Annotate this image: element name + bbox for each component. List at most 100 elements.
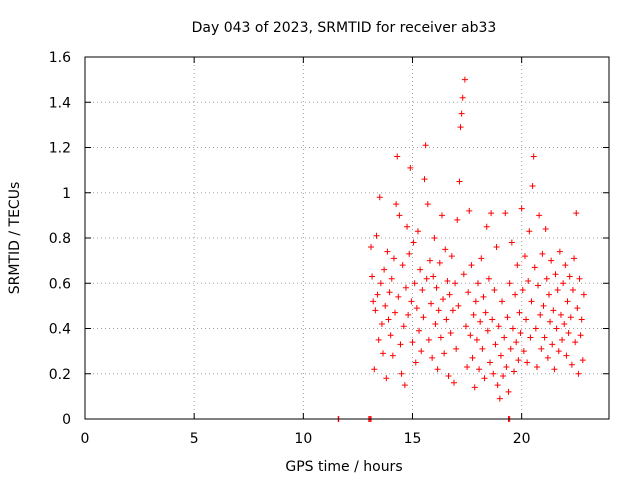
data-point bbox=[378, 320, 385, 327]
data-point bbox=[518, 205, 525, 212]
data-point bbox=[386, 289, 393, 296]
data-point bbox=[567, 314, 574, 321]
chart-title: Day 043 of 2023, SRMTID for receiver ab3… bbox=[192, 20, 497, 36]
data-point bbox=[387, 332, 394, 339]
data-point bbox=[433, 284, 440, 291]
data-point bbox=[556, 248, 563, 255]
data-point bbox=[435, 307, 442, 314]
data-point bbox=[541, 334, 548, 341]
data-point bbox=[414, 228, 421, 235]
data-point bbox=[461, 76, 468, 83]
data-point bbox=[484, 327, 491, 334]
data-point bbox=[429, 354, 436, 361]
data-point bbox=[408, 298, 415, 305]
data-point bbox=[481, 375, 488, 382]
data-point bbox=[520, 348, 527, 355]
data-point bbox=[380, 350, 387, 357]
data-point bbox=[552, 271, 559, 278]
data-point bbox=[457, 124, 464, 131]
data-point bbox=[554, 287, 561, 294]
data-point bbox=[490, 370, 497, 377]
data-point bbox=[477, 318, 484, 325]
data-point bbox=[383, 375, 390, 382]
data-point bbox=[456, 178, 463, 185]
data-point bbox=[443, 316, 450, 323]
data-point bbox=[487, 359, 494, 366]
x-tick-label: 10 bbox=[294, 431, 312, 447]
data-point bbox=[394, 153, 401, 160]
y-tick-label: 1.6 bbox=[49, 50, 71, 66]
data-point bbox=[440, 296, 447, 303]
y-tick-label: 0 bbox=[62, 412, 71, 428]
y-tick-label: 0.4 bbox=[49, 322, 71, 338]
data-point bbox=[424, 201, 431, 208]
data-point bbox=[532, 325, 539, 332]
data-point bbox=[371, 366, 378, 373]
data-point bbox=[523, 316, 530, 323]
data-point bbox=[470, 311, 477, 318]
data-point bbox=[483, 223, 490, 230]
data-point bbox=[428, 300, 435, 307]
data-point bbox=[506, 280, 513, 287]
data-point bbox=[508, 239, 515, 246]
data-point bbox=[573, 210, 580, 217]
data-point bbox=[409, 339, 416, 346]
data-point bbox=[482, 309, 489, 316]
data-point bbox=[519, 287, 526, 294]
data-point bbox=[507, 345, 514, 352]
data-point bbox=[543, 275, 550, 282]
data-point bbox=[419, 287, 426, 294]
data-point bbox=[454, 216, 461, 223]
data-point bbox=[448, 253, 455, 260]
data-point bbox=[452, 280, 459, 287]
data-point bbox=[579, 357, 586, 364]
data-point bbox=[373, 232, 380, 239]
x-tick-label: 15 bbox=[404, 431, 422, 447]
data-point bbox=[562, 262, 569, 269]
data-point bbox=[472, 298, 479, 305]
data-point bbox=[497, 352, 504, 359]
data-point bbox=[407, 164, 414, 171]
data-point bbox=[517, 330, 524, 337]
data-point bbox=[376, 194, 383, 201]
data-points bbox=[335, 76, 587, 422]
data-point bbox=[516, 309, 523, 316]
data-point bbox=[548, 257, 555, 264]
data-point bbox=[566, 273, 573, 280]
data-point bbox=[578, 316, 585, 323]
plot-frame bbox=[84, 56, 610, 420]
data-point bbox=[547, 318, 554, 325]
data-point bbox=[384, 248, 391, 255]
data-point bbox=[465, 289, 472, 296]
data-point bbox=[502, 210, 509, 217]
data-point bbox=[533, 363, 540, 370]
data-point bbox=[446, 291, 453, 298]
data-point bbox=[488, 210, 495, 217]
data-point bbox=[422, 142, 429, 149]
data-point bbox=[460, 271, 467, 278]
y-tick-label: 1.4 bbox=[49, 95, 71, 111]
data-point bbox=[375, 336, 382, 343]
data-point bbox=[381, 266, 388, 273]
data-point bbox=[402, 284, 409, 291]
data-point bbox=[509, 325, 516, 332]
data-point bbox=[423, 275, 430, 282]
data-point bbox=[417, 266, 424, 273]
data-point bbox=[431, 235, 438, 241]
data-point bbox=[530, 153, 537, 160]
x-tick-label: 0 bbox=[81, 431, 90, 447]
data-point bbox=[480, 293, 487, 300]
data-point bbox=[471, 384, 478, 391]
y-tick-label: 1 bbox=[62, 186, 71, 202]
data-point bbox=[469, 354, 476, 361]
data-point bbox=[513, 339, 520, 346]
data-point bbox=[571, 255, 578, 262]
x-axis-label: GPS time / hours bbox=[285, 459, 402, 475]
y-tick-label: 0.6 bbox=[49, 276, 71, 292]
data-point bbox=[499, 298, 506, 305]
x-tick-label: 5 bbox=[190, 431, 199, 447]
data-point bbox=[561, 320, 568, 327]
data-point bbox=[466, 207, 473, 214]
data-point bbox=[495, 323, 502, 330]
data-point bbox=[568, 361, 575, 368]
